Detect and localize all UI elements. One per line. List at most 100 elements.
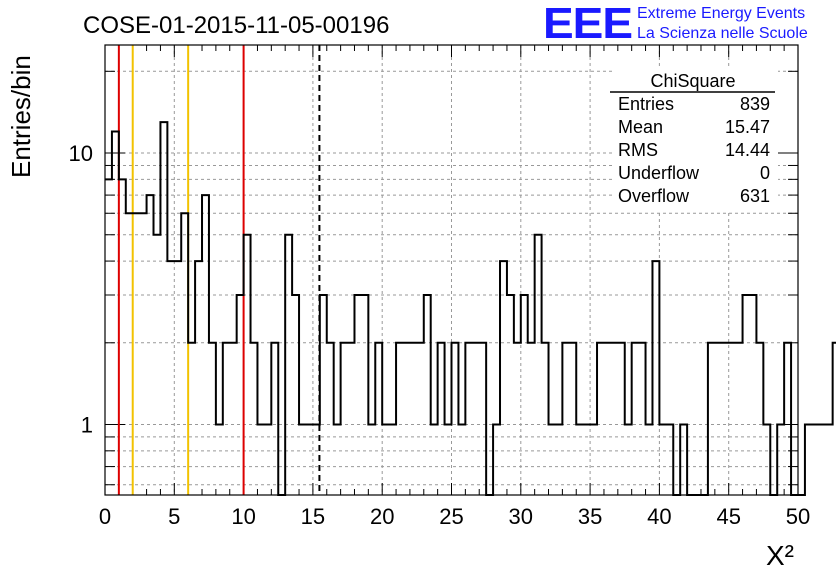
histogram-bin <box>576 425 583 495</box>
histogram-bin <box>140 213 147 495</box>
histogram-bin <box>119 179 126 495</box>
x-tick-label: 35 <box>578 504 602 529</box>
histogram-bin <box>216 425 223 495</box>
histogram-bin <box>666 425 673 495</box>
histogram-bin <box>833 343 836 495</box>
histogram-bin <box>334 425 341 495</box>
histogram-bin <box>271 343 278 495</box>
histogram-bin <box>680 425 687 495</box>
histogram-bin <box>583 425 590 495</box>
histogram-bin <box>431 425 438 495</box>
histogram-bin <box>479 343 486 495</box>
histogram-bin <box>472 343 479 495</box>
histogram-bin <box>348 343 355 495</box>
histogram-bin <box>195 261 202 495</box>
histogram-bin <box>160 122 167 495</box>
histogram-bin <box>826 425 833 495</box>
histogram-bin <box>715 343 722 495</box>
histogram-bin <box>639 343 646 495</box>
histogram-bin <box>181 213 188 495</box>
stats-row-value: 14.44 <box>725 140 770 160</box>
histogram-bin <box>555 425 562 495</box>
histogram-bin <box>604 343 611 495</box>
histogram-bin <box>223 343 230 495</box>
x-tick-label: 50 <box>786 504 810 529</box>
x-tick-label: 45 <box>716 504 740 529</box>
stats-row-value: 839 <box>740 94 770 114</box>
histogram-bin <box>154 235 161 495</box>
stats-row-value: 631 <box>740 186 770 206</box>
histogram-bin <box>361 295 368 495</box>
histogram-bin <box>403 343 410 495</box>
histogram-bin <box>777 425 784 495</box>
histogram-bin <box>424 295 431 495</box>
histogram-bin <box>327 343 334 495</box>
histogram-bin <box>445 425 452 495</box>
chart-title: COSE-01-2015-11-05-00196 <box>83 12 389 39</box>
histogram-bin <box>632 343 639 495</box>
x-tick-label: 40 <box>647 504 671 529</box>
histogram-bin <box>756 343 763 495</box>
stats-row-label: Underflow <box>618 163 700 183</box>
histogram-bin <box>652 261 659 495</box>
histogram-bin <box>438 343 445 495</box>
x-axis-label: X² <box>766 540 794 571</box>
histogram-bin <box>244 235 251 495</box>
histogram-bin <box>237 295 244 495</box>
histogram-bin <box>389 425 396 495</box>
histogram-bin <box>257 425 264 495</box>
histogram-bin <box>749 295 756 495</box>
histogram-bin <box>458 425 465 495</box>
histogram-bin <box>368 425 375 495</box>
eee-logo-mark: EEE <box>543 0 633 48</box>
histogram-bin <box>763 425 770 495</box>
histogram-bin <box>354 295 361 495</box>
histogram-bin <box>230 343 237 495</box>
histogram-bin <box>729 343 736 495</box>
histogram-bin <box>285 235 292 495</box>
x-tick-label: 25 <box>439 504 463 529</box>
histogram-bin <box>507 295 514 495</box>
histogram-bin <box>147 195 154 495</box>
histogram-bin <box>174 261 181 495</box>
stats-row-label: Overflow <box>618 186 690 206</box>
histogram-bin <box>549 425 556 495</box>
histogram-bin <box>375 343 382 495</box>
eee-logo: EEE Extreme Energy Events La Scienza nel… <box>543 0 833 48</box>
histogram-bin <box>659 425 666 495</box>
histogram-bin <box>299 425 306 495</box>
plot-frame <box>104 44 799 496</box>
histogram-bin <box>514 343 521 495</box>
y-axis-label: Entries/bin <box>6 55 36 178</box>
histogram-bin <box>251 343 258 495</box>
logo-line-1: Extreme Energy Events <box>637 5 806 22</box>
histogram-bin <box>410 343 417 495</box>
histogram-bin <box>202 195 209 495</box>
histogram-bin <box>646 425 653 495</box>
stats-box-title: ChiSquare <box>650 71 735 91</box>
histogram-bin <box>590 425 597 495</box>
histogram-line <box>105 121 836 496</box>
histogram-bin <box>500 261 507 495</box>
histogram-bin <box>812 425 819 495</box>
histogram-bin <box>562 343 569 495</box>
histogram-bin <box>736 343 743 495</box>
histogram-bin <box>382 425 389 495</box>
stats-row-label: Entries <box>618 94 674 114</box>
histogram-bin <box>188 343 195 495</box>
histogram-bin <box>597 343 604 495</box>
histogram-bin <box>417 343 424 495</box>
logo-line-2: La Scienza nelle Scuole <box>637 25 808 42</box>
histogram-bin <box>167 261 174 495</box>
histogram-bin <box>112 132 119 495</box>
y-tick-label: 1 <box>81 413 93 438</box>
stats-row-label: RMS <box>618 140 658 160</box>
stats-row-value: 0 <box>760 163 770 183</box>
stats-row-label: Mean <box>618 117 663 137</box>
x-tick-label: 20 <box>370 504 394 529</box>
histogram-bin <box>708 343 715 495</box>
histogram-bin <box>341 343 348 495</box>
histogram-bin <box>784 343 791 495</box>
histogram-bin <box>133 213 140 495</box>
